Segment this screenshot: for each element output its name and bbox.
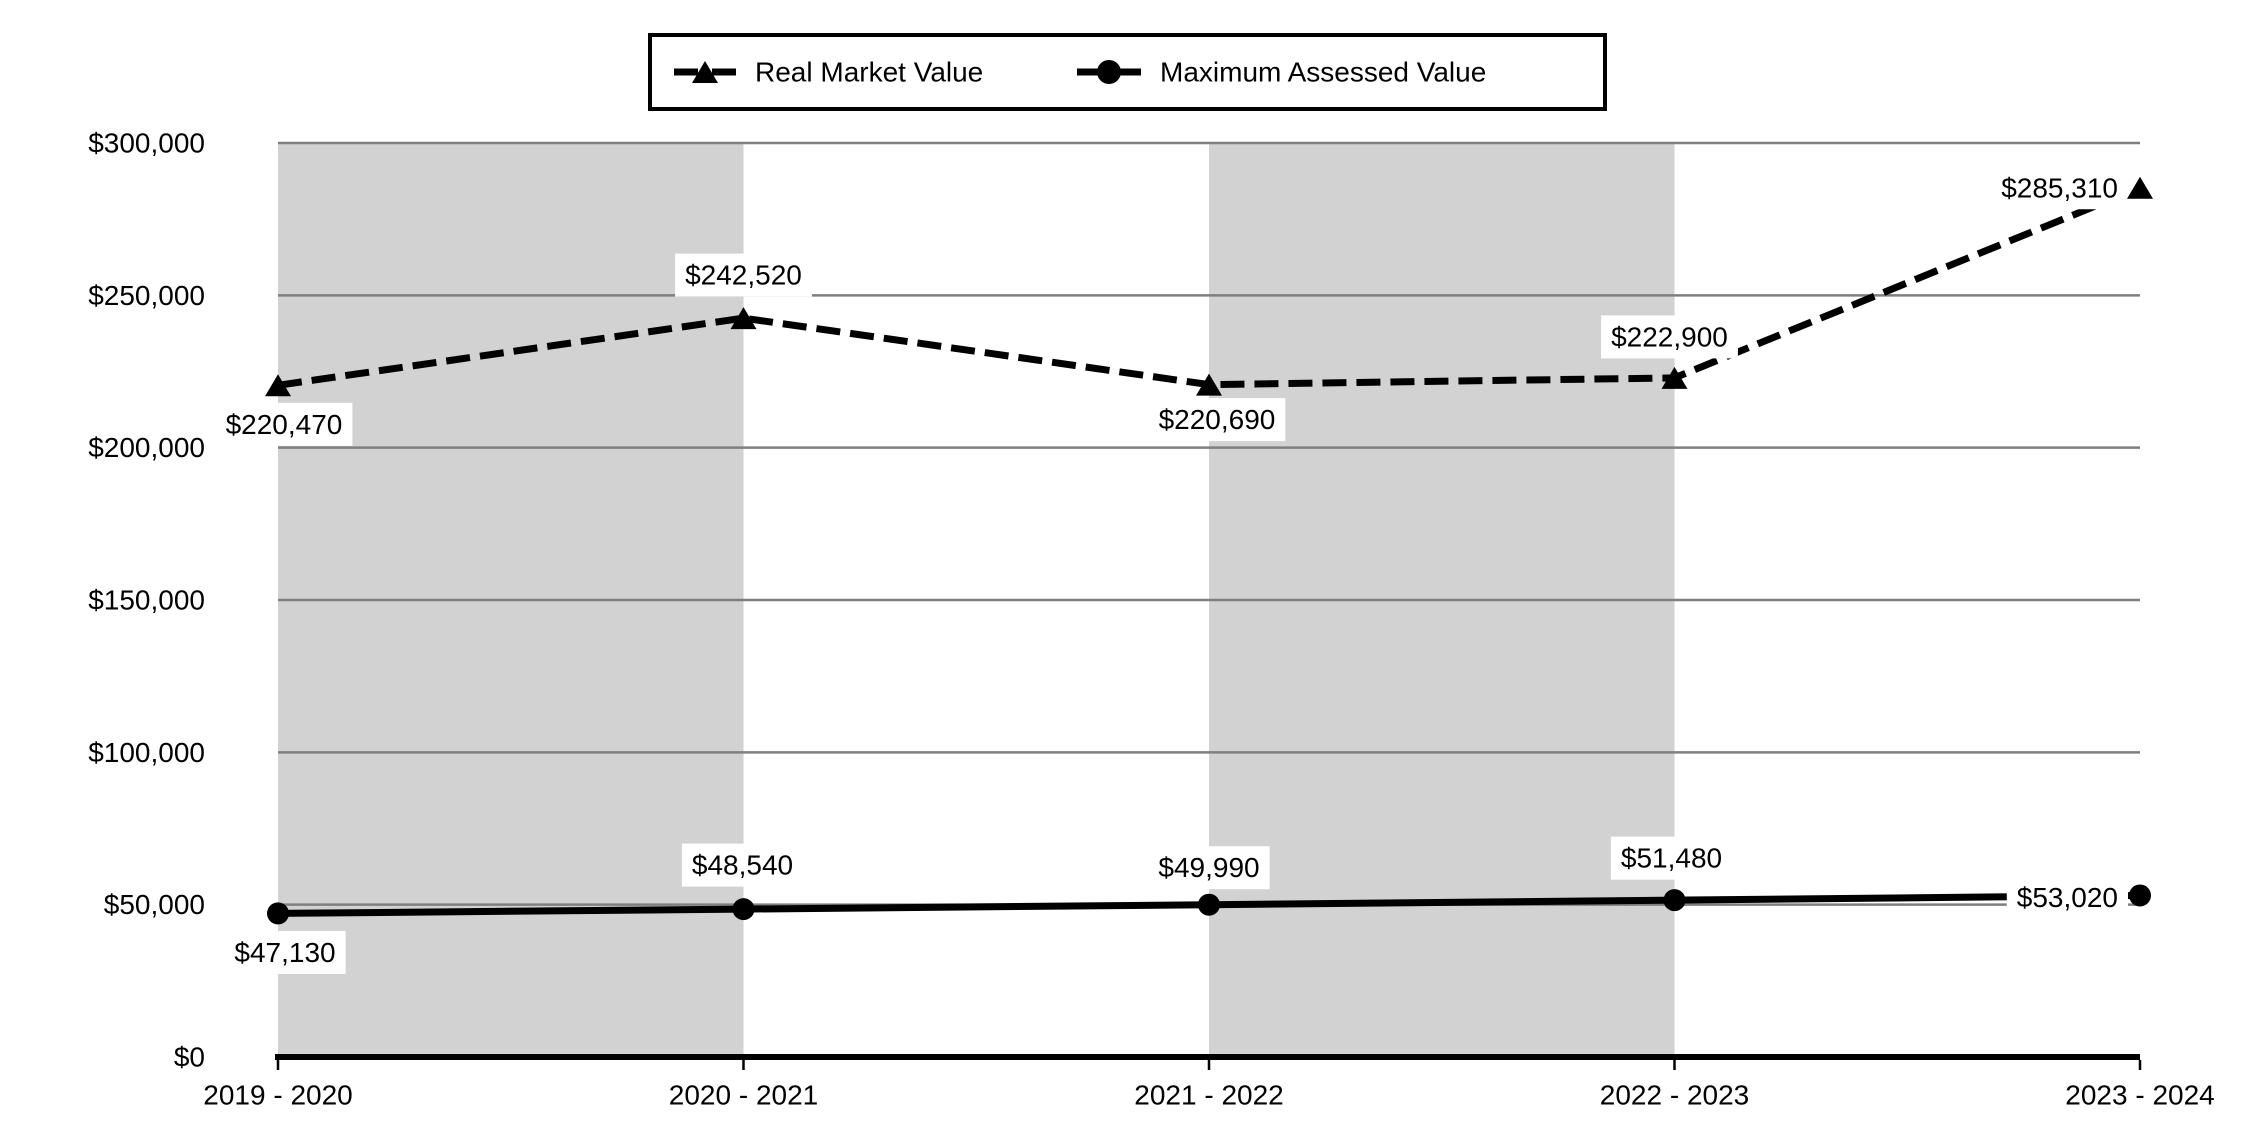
legend-item-real-market-value: Real Market Value [674,57,983,88]
data-label-background [224,930,346,974]
x-axis-tick-label: 2020 - 2021 [669,1080,818,1111]
data-label-text: $53,020 [2017,882,2118,913]
x-axis-tick-label: 2021 - 2022 [1134,1080,1283,1111]
circle-marker-icon [1097,60,1121,84]
y-axis-labels-layer: $0 $50,000 $100,000 $150,000 $200,000 $250,00… [88,128,205,1073]
data-labels-layer: $220,470 $242,520 $220,690 $222,900 $285,310… [215,166,2128,974]
data-label-text: $242,520 [685,260,802,291]
data-label-text: $49,990 [1158,852,1259,883]
data-label: $53,020 [2006,875,2128,919]
data-label-background [1148,398,1286,442]
x-axis-labels-layer: 2019 - 2020 2020 - 2021 2021 - 2022 2022 - … [203,1080,2214,1111]
y-axis-tick-label: $50,000 [104,889,205,920]
circle-marker [267,902,289,925]
data-label-background [1991,166,2128,210]
triangle-marker [2127,176,2153,199]
data-label-text: $47,130 [234,937,335,968]
circle-marker [1198,893,1220,916]
markers-layer [265,176,2153,925]
circle-marker [1663,889,1686,912]
data-label-text: $51,480 [1621,843,1722,874]
data-label: $285,310 [1991,166,2128,210]
data-label-text: $222,900 [1611,321,1728,352]
data-label-text: $48,540 [692,850,793,881]
y-axis-tick-label: $150,000 [88,585,205,616]
data-label: $220,470 [215,402,353,446]
data-label-background [681,843,804,887]
triangle-marker [265,374,291,397]
legend-item-maximum-assessed-value: Maximum Assessed Value [1077,57,1486,88]
data-label: $51,480 [1610,836,1733,880]
data-label: $49,990 [1148,846,1270,890]
data-label-background [2006,875,2128,919]
data-label-background [675,253,812,297]
y-axis-tick-label: $200,000 [88,432,205,463]
legend: Real Market Value Maximum Assessed Value [648,33,1607,111]
data-label-text: $285,310 [2001,172,2118,203]
data-label-background [215,402,353,446]
y-axis-tick-label: $100,000 [88,737,205,768]
data-label: $222,900 [1601,315,1738,359]
triangle-marker-icon [692,61,718,83]
data-label-background [1610,836,1733,880]
y-axis-tick-label: $250,000 [88,280,205,311]
x-axis-tick-label: 2022 - 2023 [1600,1080,1749,1111]
triangle-marker [1196,373,1222,396]
circle-marker [732,898,755,921]
data-label: $48,540 [681,843,804,887]
triangle-marker [730,307,757,330]
y-axis-tick-label: $0 [174,1042,205,1073]
triangle-marker [1661,366,1688,389]
x-axis-tick-label: 2023 - 2024 [2065,1080,2214,1111]
circle-marker [2129,884,2151,907]
legend-label-real-market-value: Real Market Value [755,57,983,88]
axis-layer [275,1054,2142,1070]
legend-label-maximum-assessed-value: Maximum Assessed Value [1160,57,1486,88]
data-label: $47,130 [224,930,346,974]
data-label: $220,690 [1148,398,1286,442]
data-label-text: $220,470 [226,409,343,440]
data-label-background [1148,846,1270,890]
x-axis-tick-label: 2019 - 2020 [203,1080,352,1111]
data-label-background [1601,315,1738,359]
y-axis-tick-label: $300,000 [88,128,205,159]
data-label-text: $220,690 [1159,404,1276,435]
data-label: $242,520 [675,253,812,297]
